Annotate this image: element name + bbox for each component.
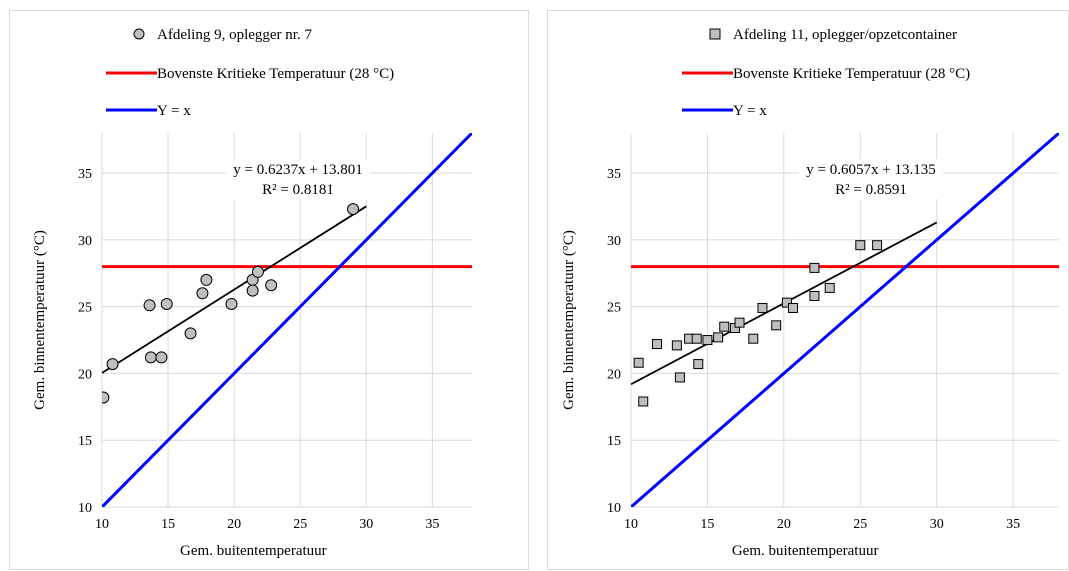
x-tick-label: 10 [624, 517, 638, 532]
x-tick-label: 15 [700, 517, 714, 532]
legend-label: Bovenste Kritieke Temperatuur (28 °C) [733, 66, 970, 82]
y-tick-label: 20 [607, 367, 621, 382]
data-point [633, 357, 644, 368]
legend-label: Afdeling 9, oplegger nr. 7 [157, 27, 312, 43]
data-point [691, 333, 702, 344]
data-point [788, 302, 799, 313]
legend-label: Y = x [157, 103, 191, 119]
data-point [719, 321, 730, 332]
equation-background [799, 159, 943, 200]
data-point [347, 203, 360, 216]
x-tick-label: 20 [227, 517, 241, 532]
data-point [638, 396, 649, 407]
y-tick-label: 35 [78, 167, 92, 182]
data-point [106, 358, 119, 371]
y-tick-label: 15 [78, 434, 92, 449]
x-axis-title: Gem. buitentemperatuur [180, 543, 327, 559]
x-tick-label: 25 [853, 517, 867, 532]
data-point [155, 351, 168, 364]
data-point [674, 372, 685, 383]
x-tick-label: 10 [95, 517, 109, 532]
plot-area [102, 133, 472, 507]
identity-line [631, 133, 1059, 507]
data-point [160, 297, 173, 310]
data-point [781, 297, 792, 308]
y-tick-label: 30 [607, 234, 621, 249]
data-point [251, 265, 264, 278]
data-point [702, 335, 713, 346]
y-tick-label: 20 [78, 367, 92, 382]
y-tick-label: 10 [607, 501, 621, 516]
y-tick-label: 10 [78, 501, 92, 516]
data-point [809, 290, 820, 301]
data-point [200, 273, 213, 286]
data-point [102, 391, 110, 404]
x-axis-title: Gem. buitentemperatuur [732, 543, 879, 559]
legend-label: Afdeling 11, oplegger/opzetcontainer [733, 27, 957, 43]
data-point [713, 332, 724, 343]
data-point [809, 262, 820, 273]
data-point [757, 302, 768, 313]
x-tick-label: 25 [293, 517, 307, 532]
right-chart-panel: 10 15 20 25 30 35 10 15 20 25 30 35 Gem. buitentempe… [547, 10, 1069, 570]
y-axis-title: Gem. binnentemperatuur (°C) [561, 230, 577, 410]
x-tick-label: 15 [161, 517, 175, 532]
y-tick-label: 35 [607, 167, 621, 182]
trend-line [102, 205, 367, 374]
right-scatter-chart: 10 15 20 25 30 35 10 15 20 25 30 35 Gem. buitentempe… [561, 27, 1059, 559]
identity-line [102, 133, 472, 507]
data-point [265, 279, 278, 292]
y-tick-label: 15 [607, 434, 621, 449]
data-point [246, 284, 259, 297]
equation-background [226, 159, 370, 200]
plot-area [631, 133, 1059, 507]
data-point [855, 240, 866, 251]
y-tick-label: 25 [607, 301, 621, 316]
data-point [184, 327, 197, 340]
legend-label: Y = x [733, 103, 767, 119]
data-point [143, 299, 156, 312]
trend-equation: y = 0.6057x + 13.135 [806, 162, 935, 178]
x-tick-label: 30 [359, 517, 373, 532]
data-point [144, 351, 157, 364]
x-tick-label: 35 [1006, 517, 1020, 532]
y-tick-label: 25 [78, 301, 92, 316]
left-chart-panel: 10 15 20 25 30 35 10 15 20 25 30 35 Gem. buitentempe… [9, 10, 529, 570]
trend-equation: y = 0.6237x + 13.801 [233, 162, 362, 178]
data-point [651, 339, 662, 350]
data-point [748, 333, 759, 344]
data-point [734, 317, 745, 328]
left-scatter-chart: 10 15 20 25 30 35 10 15 20 25 30 35 Gem. buitentempe… [32, 27, 472, 559]
data-point [225, 297, 238, 310]
data-point [824, 282, 835, 293]
legend-marker-circle [133, 28, 145, 40]
data-point [196, 287, 209, 300]
x-tick-label: 35 [425, 517, 439, 532]
data-point [771, 320, 782, 331]
trend-r-squared: R² = 0.8591 [835, 182, 907, 198]
y-axis-title: Gem. binnentemperatuur (°C) [32, 230, 48, 410]
legend-marker-square [709, 28, 721, 40]
x-tick-label: 20 [777, 517, 791, 532]
data-point [872, 240, 883, 251]
data-point [671, 340, 682, 351]
x-tick-label: 30 [930, 517, 944, 532]
legend-label: Bovenste Kritieke Temperatuur (28 °C) [157, 66, 394, 82]
y-tick-label: 30 [78, 234, 92, 249]
data-point [693, 359, 704, 370]
trend-r-squared: R² = 0.8181 [262, 182, 334, 198]
